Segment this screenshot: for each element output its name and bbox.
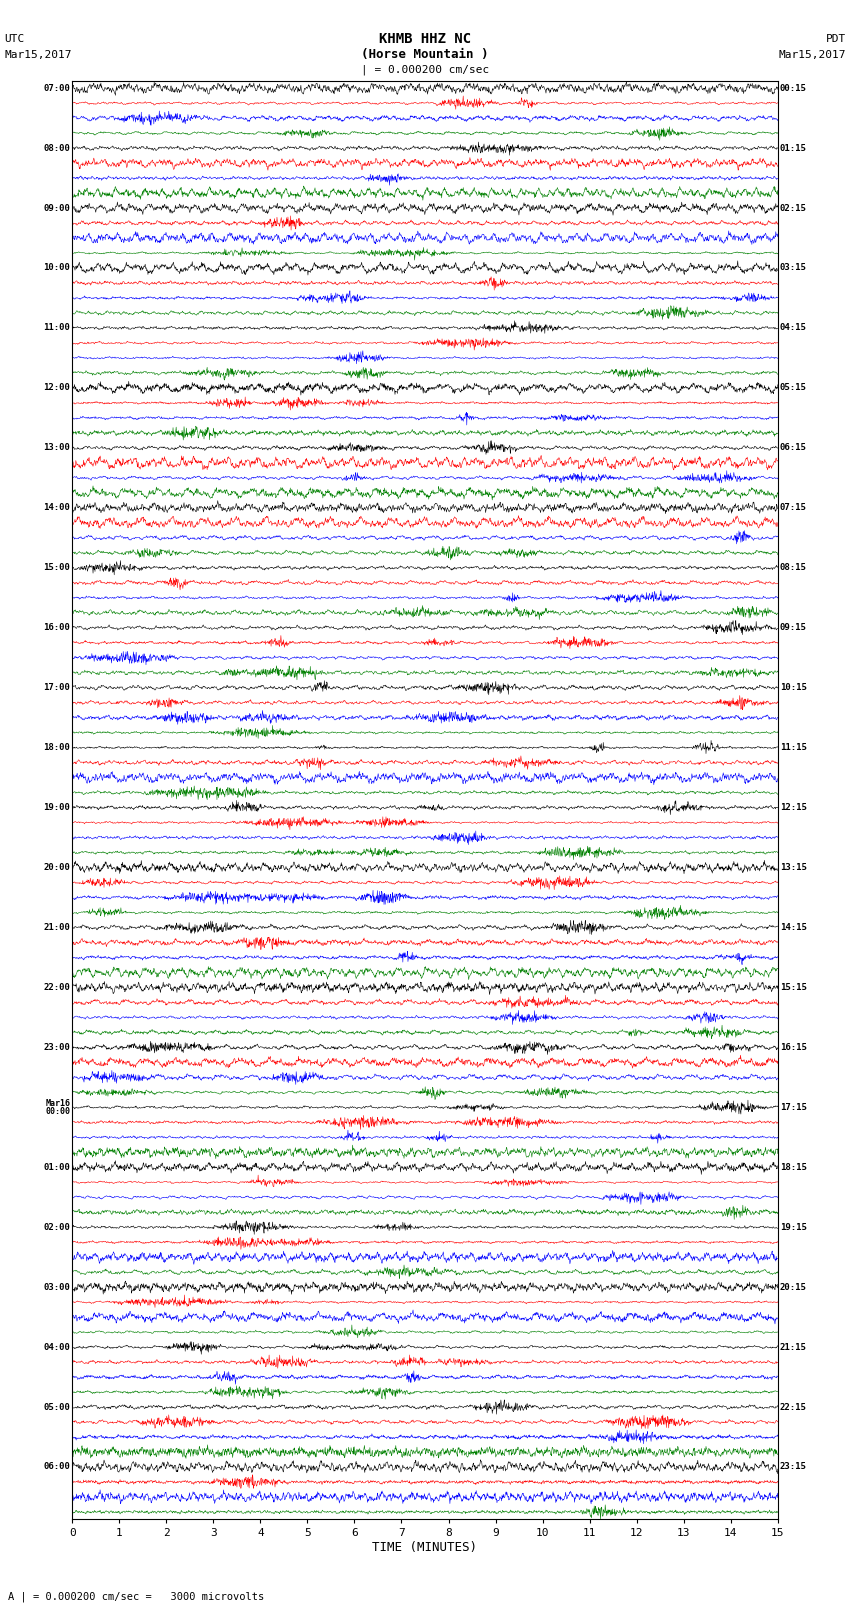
Text: 07:00: 07:00 [43,84,71,92]
Text: 22:15: 22:15 [779,1403,807,1411]
Text: PDT: PDT [825,34,846,44]
Text: 02:00: 02:00 [43,1223,71,1232]
Text: Mar15,2017: Mar15,2017 [779,50,846,60]
Text: 11:15: 11:15 [779,744,807,752]
Text: 05:15: 05:15 [779,384,807,392]
Text: 12:15: 12:15 [779,803,807,811]
Text: 13:00: 13:00 [43,444,71,452]
Text: 23:00: 23:00 [43,1044,71,1052]
Text: (Horse Mountain ): (Horse Mountain ) [361,48,489,61]
Text: Mar15,2017: Mar15,2017 [4,50,71,60]
Text: 03:15: 03:15 [779,263,807,273]
Text: 13:15: 13:15 [779,863,807,873]
Text: 00:15: 00:15 [779,84,807,92]
Text: 08:15: 08:15 [779,563,807,573]
Text: 06:15: 06:15 [779,444,807,452]
Text: 21:00: 21:00 [43,923,71,932]
Text: 09:15: 09:15 [779,623,807,632]
Text: 03:00: 03:00 [43,1282,71,1292]
Text: 17:00: 17:00 [43,684,71,692]
Text: 14:00: 14:00 [43,503,71,513]
X-axis label: TIME (MINUTES): TIME (MINUTES) [372,1542,478,1555]
Text: UTC: UTC [4,34,25,44]
Text: 04:00: 04:00 [43,1342,71,1352]
Text: 22:00: 22:00 [43,982,71,992]
Text: 17:15: 17:15 [779,1103,807,1111]
Text: 19:15: 19:15 [779,1223,807,1232]
Text: 06:00: 06:00 [43,1463,71,1471]
Text: 10:15: 10:15 [779,684,807,692]
Text: 21:15: 21:15 [779,1342,807,1352]
Text: 18:00: 18:00 [43,744,71,752]
Text: 10:00: 10:00 [43,263,71,273]
Text: 05:00: 05:00 [43,1403,71,1411]
Text: 04:15: 04:15 [779,324,807,332]
Text: | = 0.000200 cm/sec: | = 0.000200 cm/sec [361,65,489,74]
Text: 16:00: 16:00 [43,623,71,632]
Text: 02:15: 02:15 [779,203,807,213]
Text: A | = 0.000200 cm/sec =   3000 microvolts: A | = 0.000200 cm/sec = 3000 microvolts [8,1592,264,1602]
Text: 14:15: 14:15 [779,923,807,932]
Text: 09:00: 09:00 [43,203,71,213]
Text: 16:15: 16:15 [779,1044,807,1052]
Text: 07:15: 07:15 [779,503,807,513]
Text: 08:00: 08:00 [43,144,71,153]
Text: 00:00: 00:00 [45,1107,71,1116]
Text: 11:00: 11:00 [43,324,71,332]
Text: 18:15: 18:15 [779,1163,807,1171]
Text: 01:00: 01:00 [43,1163,71,1171]
Text: KHMB HHZ NC: KHMB HHZ NC [379,32,471,45]
Text: 12:00: 12:00 [43,384,71,392]
Text: 23:15: 23:15 [779,1463,807,1471]
Text: 20:15: 20:15 [779,1282,807,1292]
Text: 20:00: 20:00 [43,863,71,873]
Text: 15:00: 15:00 [43,563,71,573]
Text: 15:15: 15:15 [779,982,807,992]
Text: 01:15: 01:15 [779,144,807,153]
Text: Mar16: Mar16 [45,1098,71,1108]
Text: 19:00: 19:00 [43,803,71,811]
